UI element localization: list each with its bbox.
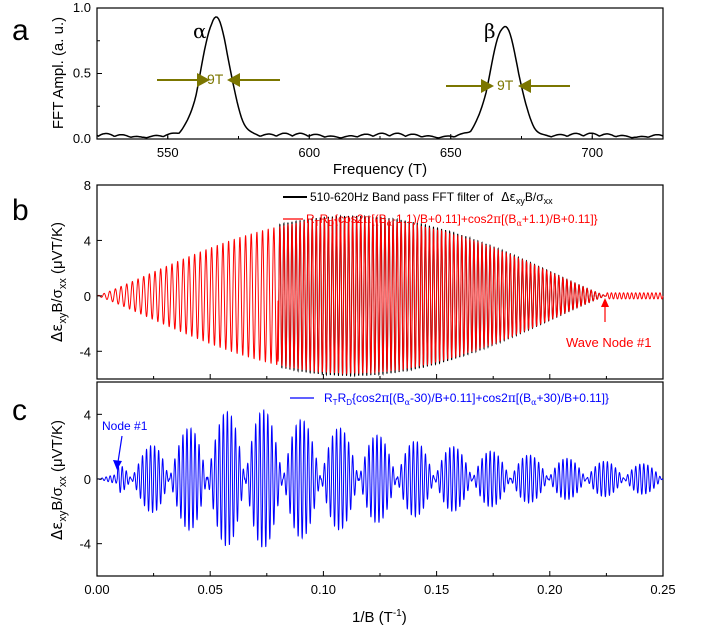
y-axis-label-fft: FFT Ampl. (a. u.) <box>50 17 67 129</box>
y-tick-label-c: 0 <box>84 472 91 487</box>
x-tick-label-c: 0.00 <box>84 582 109 597</box>
y-tick-label-b: 0 <box>84 289 91 304</box>
node-1-arrowhead <box>113 460 122 470</box>
x-tick-label-c: 0.10 <box>311 582 336 597</box>
legend-black-text: 510-620Hz Band pass FFT filter of ΔεxyB/σ… <box>310 190 553 206</box>
panel-label-a: a <box>12 14 29 47</box>
panel-label-b: b <box>12 194 29 227</box>
width-label-beta: 9T <box>497 77 514 93</box>
y-tick-label-b: 8 <box>84 178 91 193</box>
fft-line <box>96 16 664 139</box>
node-1-label: Node #1 <box>102 419 148 433</box>
panel-a-frame <box>96 7 664 140</box>
panel-label-c: c <box>12 394 27 427</box>
model-fit-line-c <box>96 408 664 548</box>
panel-b: -4 0 4 8 b 510-620Hz Band pass FFT filter o… <box>12 178 664 380</box>
width-arrows-beta <box>446 79 570 93</box>
y-tick-label-b: 4 <box>84 233 91 248</box>
legend-blue-text: RTRD{cos2π[(Bα-30)/B+0.11]+cos2π[(Bα+30)… <box>324 391 609 407</box>
x-tick-label-c: 0.25 <box>650 582 675 597</box>
y-axis-label-b: ΔεxyB/σxx (μVT/K) <box>48 222 69 342</box>
model-fit-line-b <box>96 216 664 376</box>
x-axis-label-invB: 1/B (T-1) <box>352 608 407 626</box>
panel-c-ticks: 0.00 0.05 0.10 0.15 0.20 0.25 -4 0 4 <box>79 407 675 597</box>
panel-a-ticks: 550 600 650 700 0.0 0.5 1.0 <box>73 0 664 160</box>
x-tick-label-a: 600 <box>298 145 320 160</box>
x-tick-label-a: 550 <box>157 145 179 160</box>
wave-node-arrowhead <box>601 298 609 307</box>
panel-c: 0.00 0.05 0.10 0.15 0.20 0.25 -4 0 4 c RTRD{cos2… <box>12 381 676 626</box>
peak-label-alpha: α <box>193 19 207 43</box>
y-tick-label-c: 4 <box>84 407 91 422</box>
node-1-arrow <box>117 435 123 463</box>
x-tick-label-c: 0.15 <box>424 582 449 597</box>
y-tick-label-a: 1.0 <box>73 0 91 15</box>
panel-a: 550 600 650 700 0.0 0.5 1.0 a α β 9T 9T Freque… <box>12 0 664 178</box>
x-tick-label-c: 0.20 <box>537 582 562 597</box>
legend-red-text: RTRD{cos2π[(Bα-1.1)/B+0.11]+cos2π[(Bα+1.… <box>306 212 598 228</box>
x-tick-label-a: 700 <box>581 145 603 160</box>
x-tick-label-c: 0.05 <box>198 582 223 597</box>
width-arrows-alpha <box>157 73 280 87</box>
panel-b-ticks: -4 0 4 8 <box>79 178 664 379</box>
wave-node-label: Wave Node #1 <box>566 335 652 350</box>
x-tick-label-a: 650 <box>440 145 462 160</box>
y-tick-label-b: -4 <box>79 344 91 359</box>
peak-label-beta: β <box>484 19 496 43</box>
y-axis-label-c: ΔεxyB/σxx (μVT/K) <box>48 420 69 540</box>
y-tick-label-a: 0.5 <box>73 66 91 81</box>
width-label-alpha: 9T <box>207 71 224 87</box>
x-axis-label-frequency: Frequency (T) <box>333 161 427 178</box>
y-tick-label-c: -4 <box>79 537 91 552</box>
y-tick-label-a: 0.0 <box>73 131 91 146</box>
